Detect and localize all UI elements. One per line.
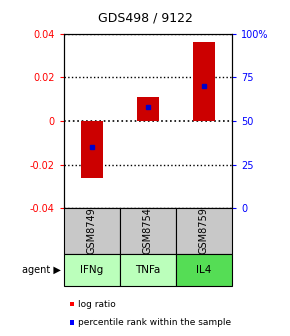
Text: agent ▶: agent ▶ <box>22 265 61 275</box>
Text: GSM8759: GSM8759 <box>199 208 209 254</box>
Bar <box>137 97 159 121</box>
Text: IL4: IL4 <box>196 265 212 275</box>
Text: TNFa: TNFa <box>135 265 161 275</box>
Text: log ratio: log ratio <box>78 300 115 308</box>
Bar <box>193 42 215 121</box>
Text: percentile rank within the sample: percentile rank within the sample <box>78 318 231 327</box>
Text: IFNg: IFNg <box>80 265 104 275</box>
Bar <box>81 121 103 178</box>
Text: GSM8749: GSM8749 <box>87 208 97 254</box>
Text: GSM8754: GSM8754 <box>143 208 153 254</box>
Text: GDS498 / 9122: GDS498 / 9122 <box>97 12 193 25</box>
